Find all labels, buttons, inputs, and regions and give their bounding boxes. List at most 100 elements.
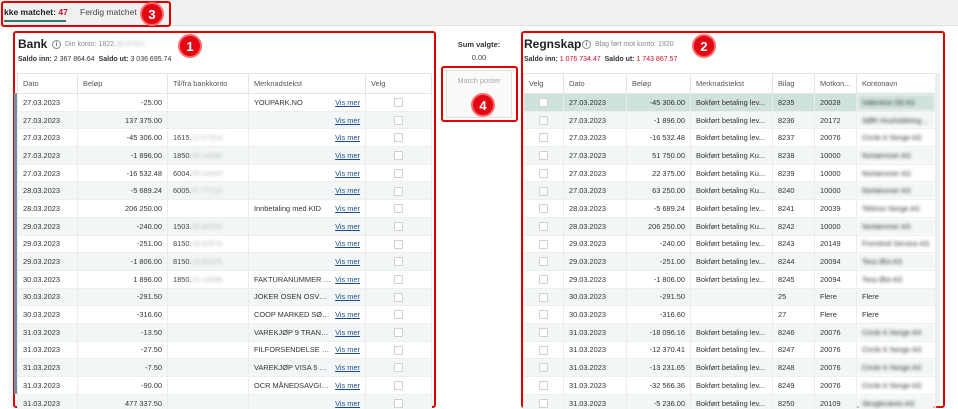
select-checkbox[interactable] (539, 98, 548, 108)
select-checkbox[interactable] (539, 310, 548, 320)
select-checkbox[interactable] (394, 186, 403, 196)
table-row[interactable]: 31.03.2023-27.50 FILFORSENDELSE FRA N... V… (17, 341, 432, 360)
table-row[interactable]: 29.03.2023 -240.00 1503.25.40556 Vis mer (17, 217, 432, 236)
select-checkbox[interactable] (394, 398, 403, 408)
table-row[interactable]: 27.03.2023 51 750.00 Bokført betaling Ku..… (523, 146, 936, 165)
column-header-velg[interactable]: Velg (365, 73, 432, 94)
select-checkbox[interactable] (539, 363, 548, 373)
select-checkbox[interactable] (539, 345, 548, 355)
select-checkbox[interactable] (394, 345, 403, 355)
vis-mer-link[interactable]: Vis mer (335, 239, 360, 249)
table-row[interactable]: 31.03.2023 -5 236.00 Bokført betaling lev.… (523, 394, 936, 409)
table-row[interactable]: 30.03.2023 1 896.00 1850.15.14086 FAKTURANU… (17, 270, 432, 289)
select-checkbox[interactable] (394, 115, 403, 125)
vis-mer-link[interactable]: Vis mer (335, 345, 360, 355)
select-checkbox[interactable] (539, 292, 548, 302)
regnskap-scrollbar[interactable] (935, 73, 940, 403)
table-row[interactable]: 27.03.2023 -16 532.48 Bokført betaling lev… (523, 128, 936, 148)
select-checkbox[interactable] (394, 239, 403, 249)
table-row[interactable]: 30.03.2023-316.60 COOP MARKED SØR OSE... V… (17, 305, 432, 324)
select-checkbox[interactable] (394, 168, 403, 178)
select-checkbox[interactable] (394, 381, 403, 391)
select-checkbox[interactable] (394, 363, 403, 373)
table-row[interactable]: 27.03.2023 -1 896.00 1850.15.14086 Vis mer (17, 146, 432, 165)
vis-mer-link[interactable]: Vis mer (335, 310, 360, 320)
select-checkbox[interactable] (539, 133, 548, 143)
tab-ikke-matchet[interactable]: kke matchet: 47 (4, 7, 68, 17)
table-row[interactable]: 28.03.2023 206 250.00 Bokført betaling Ku.… (523, 217, 936, 236)
vis-mer-link[interactable]: Vis mer (335, 97, 360, 107)
table-row[interactable]: 29.03.2023 -251.00 8150.16.62976 Vis mer (17, 235, 432, 254)
table-row[interactable]: 28.03.2023 206 250.00 Innbetaling med KID V… (17, 199, 432, 218)
select-checkbox[interactable] (539, 204, 548, 214)
vis-mer-link[interactable]: Vis mer (335, 168, 360, 178)
table-row[interactable]: 29.03.2023 -240.00 Bokført betaling lev...… (523, 235, 936, 254)
column-header-bilag[interactable]: Bilag (772, 73, 815, 94)
select-checkbox[interactable] (394, 98, 403, 108)
table-row[interactable]: 27.03.2023 -45 306.00 1615.22.07914 Vis mer (17, 128, 432, 148)
column-header-merknadstekst[interactable]: Merknadstekst (248, 73, 366, 94)
select-checkbox[interactable] (539, 239, 548, 249)
select-checkbox[interactable] (539, 115, 548, 125)
table-row[interactable]: 27.03.2023 137 375.00 Vis mer (17, 111, 432, 130)
table-row[interactable]: 27.03.2023 -45 306.00 Bokført betaling lev… (523, 93, 936, 112)
table-row[interactable]: 27.03.2023 63 250.00 Bokført betaling Ku..… (523, 181, 936, 201)
column-header-velg[interactable]: Velg (523, 73, 564, 94)
table-row[interactable]: 27.03.2023 -16 532.48 6004.05.04349 Vis mer (17, 164, 432, 183)
vis-mer-link[interactable]: Vis mer (335, 257, 360, 267)
select-checkbox[interactable] (539, 221, 548, 231)
select-checkbox[interactable] (539, 274, 548, 284)
column-header-dato[interactable]: Dato (17, 73, 78, 94)
table-row[interactable]: 30.03.2023-291.50 JOKER OSEN OSVEGEN 2...… (17, 288, 432, 307)
select-checkbox[interactable] (394, 257, 403, 267)
vis-mer-link[interactable]: Vis mer (335, 150, 360, 160)
column-header-belop[interactable]: Beløp (626, 73, 691, 94)
vis-mer-link[interactable]: Vis mer (335, 203, 360, 213)
vis-mer-link[interactable]: Vis mer (335, 221, 360, 231)
column-header-belop[interactable]: Beløp (77, 73, 168, 94)
info-icon[interactable]: i (582, 40, 591, 49)
table-row[interactable]: 31.03.2023 477 337.50 Vis mer (17, 394, 432, 409)
vis-mer-link[interactable]: Vis mer (335, 115, 360, 125)
select-checkbox[interactable] (394, 310, 403, 320)
table-row[interactable]: 30.03.2023 -316.60 27 Flere Flere (523, 305, 936, 324)
select-checkbox[interactable] (539, 257, 548, 267)
select-checkbox[interactable] (394, 204, 403, 214)
table-row[interactable]: 27.03.2023 -1 896.00 Bokført betaling lev.… (523, 111, 936, 130)
vis-mer-link[interactable]: Vis mer (335, 186, 360, 196)
select-checkbox[interactable] (394, 133, 403, 143)
select-checkbox[interactable] (394, 274, 403, 284)
table-row[interactable]: 27.03.2023 -25.00 YOUPARK.NO Vis mer (17, 93, 432, 112)
vis-mer-link[interactable]: Vis mer (335, 363, 360, 373)
vis-mer-link[interactable]: Vis mer (335, 398, 360, 408)
table-row[interactable]: 31.03.2023 -32 566.36 Bokført betaling lev… (523, 376, 936, 395)
table-row[interactable]: 28.03.2023 -5 689.24 Bokført betaling lev.… (523, 199, 936, 218)
table-row[interactable]: 31.03.2023-90.00 OCR MÅNEDSAVGIFT 1 T... V… (17, 376, 432, 395)
column-header-bankkonto[interactable]: Til/fra bankkonto (167, 73, 249, 94)
table-row[interactable]: 28.03.2023 -5 689.24 6005.07.77122 Vis mer (17, 181, 432, 201)
select-checkbox[interactable] (539, 186, 548, 196)
info-icon[interactable]: i (52, 40, 61, 49)
select-checkbox[interactable] (394, 221, 403, 231)
table-row[interactable]: 29.03.2023 -251.00 Bokført betaling lev...… (523, 252, 936, 271)
column-header-merknadstekst[interactable]: Merknadstekst (690, 73, 773, 94)
column-header-motkonto[interactable]: Motkon... (814, 73, 857, 94)
table-row[interactable]: 31.03.2023 -18 096.16 Bokført betaling lev… (523, 323, 936, 342)
select-checkbox[interactable] (539, 328, 548, 338)
tab-ferdig-matchet[interactable]: Ferdig matchet (80, 7, 137, 17)
select-checkbox[interactable] (539, 381, 548, 391)
table-row[interactable]: 30.03.2023 -291.50 25 Flere Flere (523, 288, 936, 307)
table-row[interactable]: 31.03.2023 -13 231.65 Bokført betaling lev… (523, 358, 936, 377)
table-row[interactable]: 31.03.2023 -12 370.41 Bokført betaling lev… (523, 341, 936, 360)
column-header-kontonavn[interactable]: Kontonavn (856, 73, 936, 94)
vis-mer-link[interactable]: Vis mer (335, 274, 360, 284)
vis-mer-link[interactable]: Vis mer (335, 292, 360, 302)
select-checkbox[interactable] (539, 151, 548, 161)
select-checkbox[interactable] (394, 292, 403, 302)
table-row[interactable]: 29.03.2023 -1 806.00 Bokført betaling lev.… (523, 270, 936, 289)
select-checkbox[interactable] (394, 151, 403, 161)
table-row[interactable]: 31.03.2023-7.50 VAREKJØP VISA 5 TRANS(...… (17, 358, 432, 377)
vis-mer-link[interactable]: Vis mer (335, 327, 360, 337)
table-row[interactable]: 29.03.2023 -1 806.00 8150.16.62976 Vis mer (17, 252, 432, 271)
vis-mer-link[interactable]: Vis mer (335, 133, 360, 143)
